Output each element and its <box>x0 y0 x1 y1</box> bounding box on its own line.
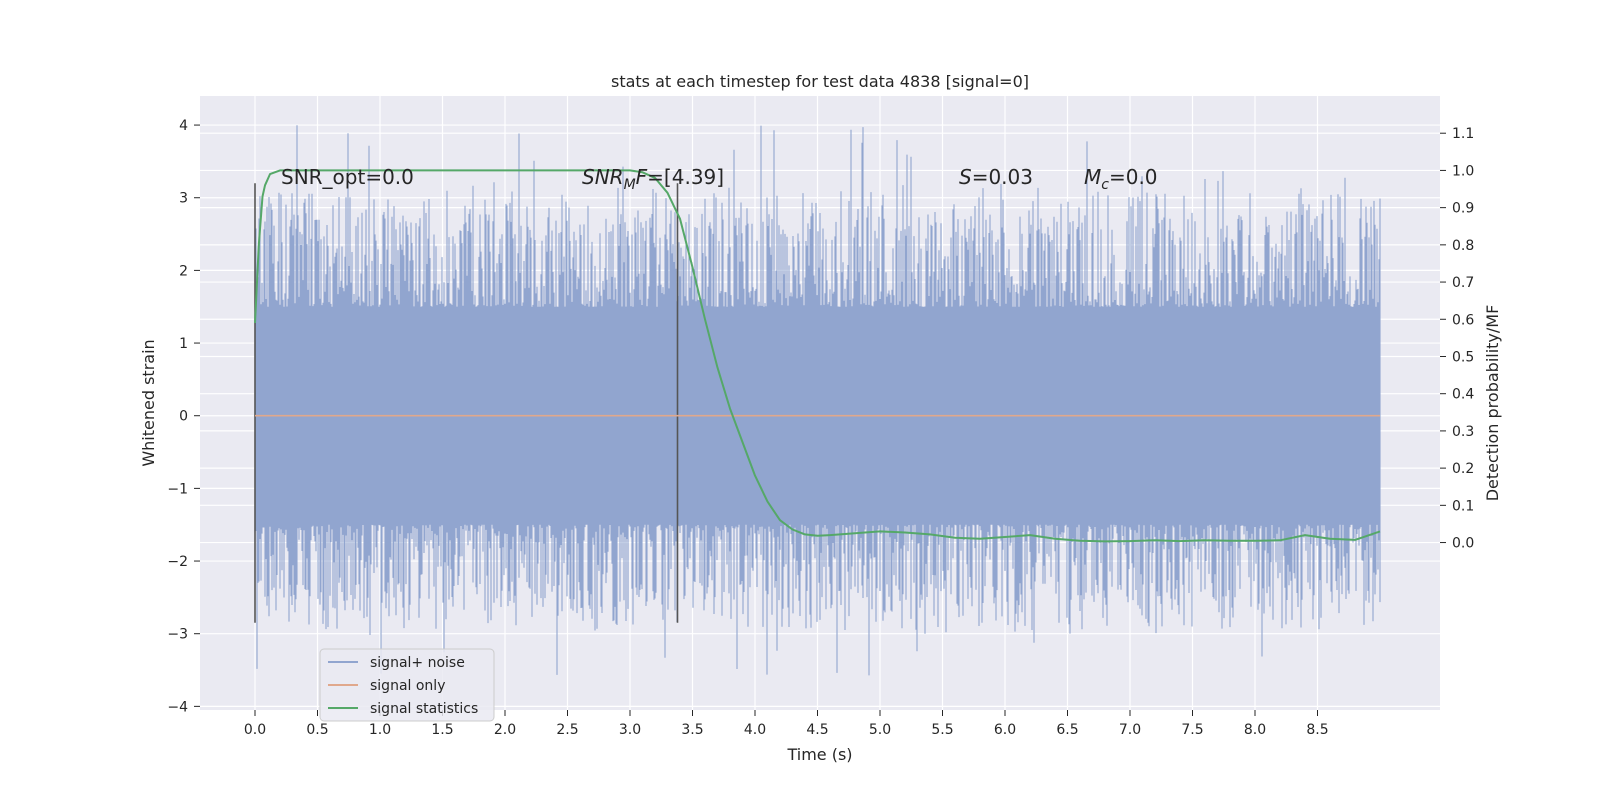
x-tick-label: 4.0 <box>744 722 766 738</box>
annotation-mc: Mc=0.0 <box>1084 165 1158 193</box>
x-tick-label: 8.5 <box>1306 722 1328 738</box>
x-tick-label: 7.0 <box>1119 722 1141 738</box>
signal-statistics-line <box>254 169 1381 543</box>
y-tick-label: 4 <box>179 118 188 134</box>
y2-tick-label: 0.3 <box>1452 424 1474 440</box>
x-tick-label: 3.5 <box>681 722 703 738</box>
y2-tick-label: 0.6 <box>1452 312 1474 328</box>
y2-tick-label: 0.5 <box>1452 349 1474 365</box>
x-tick-label: 3.0 <box>619 722 641 738</box>
annotation-snr-opt: SNR_opt=0.0 <box>281 165 414 189</box>
y-tick-label: −1 <box>167 481 188 497</box>
annotation-mc-value: =0.0 <box>1109 165 1158 189</box>
y2-tick-label: 0.9 <box>1452 201 1474 217</box>
x-tick-label: 7.5 <box>1181 722 1203 738</box>
x-axis-label: Time (s) <box>786 745 852 764</box>
legend: signal+ noise signal only signal statist… <box>319 648 495 722</box>
y-tick-label: 2 <box>179 263 188 279</box>
legend-label-signal-noise: signal+ noise <box>370 655 465 671</box>
y-axis-label: Whitened strain <box>139 339 158 466</box>
y2-tick-label: 0.7 <box>1452 275 1474 291</box>
y2-tick-label: 0.2 <box>1452 461 1474 477</box>
annotation-s-value: =0.03 <box>972 165 1033 189</box>
annotation-snr-mf-main: SNR <box>582 165 624 189</box>
y2-tick-label: 1.1 <box>1452 126 1474 142</box>
series-lines <box>254 169 1381 623</box>
x-tick-label: 5.5 <box>931 722 953 738</box>
x-tick-label: 0.5 <box>306 722 328 738</box>
x-tick-label: 6.5 <box>1056 722 1078 738</box>
y-tick-label: −4 <box>167 699 188 715</box>
annotation-snr-mf-tail: F <box>636 165 648 189</box>
y-tick-label: 3 <box>179 191 188 207</box>
legend-box <box>319 648 495 722</box>
x-tick-label: 0.0 <box>244 722 266 738</box>
y2-tick-label: 0.1 <box>1452 498 1474 514</box>
y2-tick-label: 0.8 <box>1452 238 1474 254</box>
chart-title: stats at each timestep for test data 483… <box>611 72 1029 91</box>
legend-label-signal-only: signal only <box>370 678 445 694</box>
annotation-mc-sub: c <box>1101 177 1109 193</box>
y-tick-label: 0 <box>179 409 188 425</box>
y2-axis-label: Detection probability/MF <box>1483 305 1502 502</box>
y-tick-label: −2 <box>167 554 188 570</box>
annotation-snr-mf-value: =[4.39] <box>647 165 724 189</box>
annotation-mc-main: M <box>1084 165 1101 189</box>
x-tick-label: 1.5 <box>431 722 453 738</box>
x-tick-label: 1.0 <box>369 722 391 738</box>
x-tick-label: 2.5 <box>556 722 578 738</box>
y2-tick-label: 0.4 <box>1452 387 1474 403</box>
annotation-s-label: S <box>959 165 972 189</box>
x-tick-label: 6.0 <box>994 722 1016 738</box>
annotation-snr-mf: SNRMF=[4.39] <box>582 165 724 193</box>
legend-label-signal-statistics: signal statistics <box>370 701 478 717</box>
x-tick-label: 5.0 <box>869 722 891 738</box>
y-tick-label: 1 <box>179 336 188 352</box>
annotation-s: S=0.03 <box>959 165 1033 189</box>
x-tick-label: 8.0 <box>1244 722 1266 738</box>
annotation-snr-mf-sub: M <box>624 177 636 193</box>
y-tick-label: −3 <box>167 627 188 643</box>
x-tick-label: 4.5 <box>806 722 828 738</box>
ticks: 0.0 0.5 1.0 1.5 2.0 2.5 3.0 3.5 4.0 4.5 5.0 5.5 6.0 6… <box>167 118 1474 738</box>
x-tick-label: 2.0 <box>494 722 516 738</box>
y2-tick-label: 0.0 <box>1452 536 1474 552</box>
y2-tick-label: 1.0 <box>1452 163 1474 179</box>
